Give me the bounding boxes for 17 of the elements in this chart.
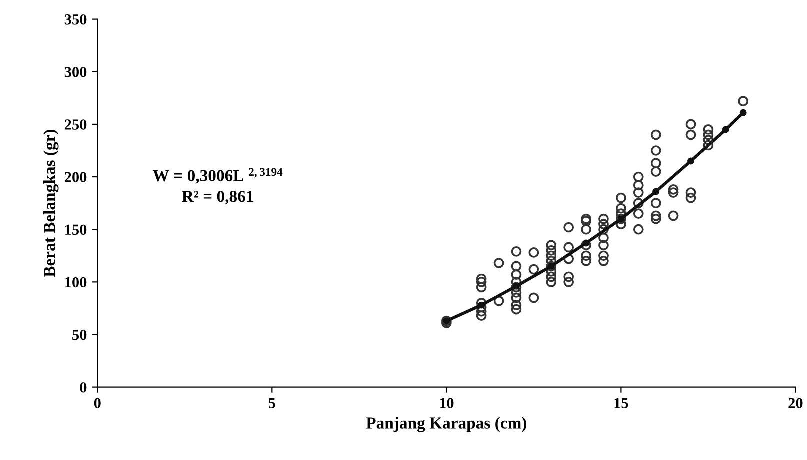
- y-tick-label: 200: [64, 172, 87, 182]
- y-tick-label: 50: [72, 330, 87, 340]
- y-axis-title: Berat Belangkas (gr): [44, 130, 59, 278]
- x-tick-label: 10: [440, 398, 454, 408]
- annotation: R² = 0,861: [182, 190, 254, 205]
- x-tick-label: 0: [94, 398, 101, 408]
- x-tick-label: 15: [614, 398, 628, 408]
- y-tick-label: 300: [64, 67, 87, 78]
- y-tick-label: 0: [80, 382, 87, 393]
- x-tick-label: 20: [788, 398, 803, 408]
- x-tick-label: 5: [268, 398, 276, 408]
- annotation: W = 0,3006L $^{2,3194}$: [153, 168, 283, 184]
- y-tick-label: 250: [64, 120, 87, 130]
- y-tick-label: 350: [64, 14, 87, 25]
- y-tick-label: 150: [66, 224, 87, 236]
- y-tick-label: 100: [66, 277, 87, 288]
- x-axis-title: Panjang Karapas (cm): [366, 417, 526, 432]
